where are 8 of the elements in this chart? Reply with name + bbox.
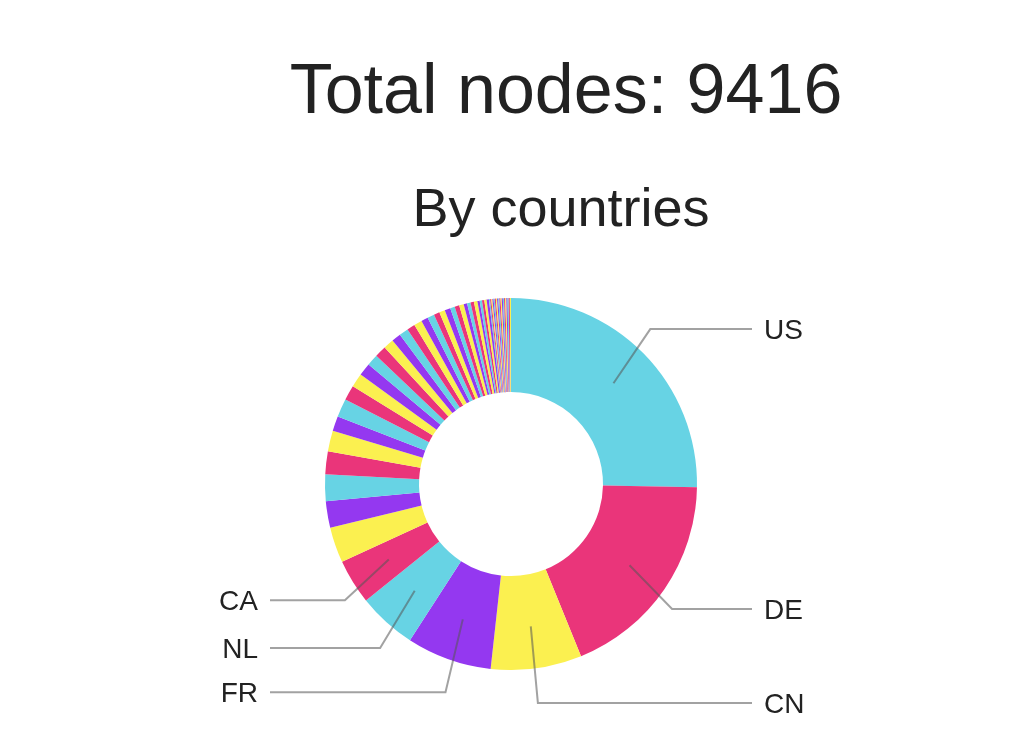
slice-label: CN xyxy=(764,687,805,719)
slice-label: US xyxy=(764,313,803,345)
chart-subtitle: By countries xyxy=(412,177,710,237)
slice-label: FR xyxy=(220,676,258,708)
chart-title: Total nodes: 9416 xyxy=(289,50,843,128)
slice-label: DE xyxy=(764,593,803,625)
slice-label: CA xyxy=(219,585,259,617)
slice-label: NL xyxy=(222,632,258,664)
